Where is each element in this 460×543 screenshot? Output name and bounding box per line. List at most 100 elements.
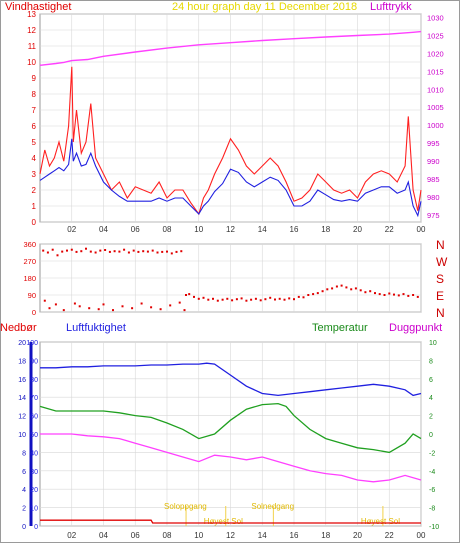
direction-point (159, 308, 162, 311)
wind-tick-label: 3 (32, 170, 37, 179)
direction-point (70, 248, 73, 251)
direction-point (127, 251, 130, 254)
direction-point (335, 285, 338, 288)
direction-point (132, 249, 135, 252)
direction-point (85, 247, 87, 250)
direction-point (312, 293, 315, 296)
wind-tick-label: 6 (32, 122, 37, 131)
direction-point (113, 250, 116, 253)
humidity-tick-label: 20 (30, 487, 38, 494)
wind-tick-label: 0 (32, 218, 37, 227)
direction-point (178, 301, 181, 304)
climate-grid (29, 341, 422, 527)
humidity-tick-label: 0 (34, 524, 38, 531)
hour-tick-label: 20 (353, 531, 362, 540)
direction-point (321, 290, 324, 293)
hour-tick-label: 18 (321, 531, 330, 540)
hour-tick-label: 00 (417, 225, 426, 234)
direction-point (235, 298, 238, 301)
direction-point (378, 293, 381, 296)
temperature-tick-label: -10 (429, 524, 439, 531)
direction-tick-label: 270 (23, 257, 36, 266)
direction-point (350, 288, 353, 291)
direction-point (231, 299, 234, 302)
direction-point (359, 289, 362, 292)
wind-direction-grid (39, 243, 422, 313)
temperature-tick-label: -2 (429, 450, 435, 457)
direction-point (278, 297, 281, 300)
direction-point (56, 254, 59, 257)
humidity-tick-label: 50 (30, 432, 38, 439)
left-axis-title: Vindhastighet (5, 1, 71, 13)
pressure-tick-label: 1000 (427, 121, 444, 130)
wind-tick-label: 9 (32, 74, 37, 83)
direction-point (99, 249, 102, 252)
pressure-tick-label: 1010 (427, 85, 444, 94)
direction-point (388, 292, 391, 295)
direction-point (73, 302, 76, 305)
wind-tick-label: 11 (28, 42, 37, 51)
direction-point (226, 297, 229, 300)
direction-point (369, 290, 372, 293)
hour-tick-label: 00 (417, 531, 426, 540)
direction-point (307, 294, 310, 296)
temperature-axis-title: Temperatur (312, 322, 368, 334)
hour-tick-label: 06 (131, 225, 140, 234)
direction-point (202, 296, 205, 299)
direction-point (146, 250, 149, 253)
compass-label: N (436, 238, 445, 252)
direction-point (61, 250, 64, 253)
precip-tick-label: 4 (22, 487, 26, 494)
wind-pressure-lines (39, 30, 422, 218)
hour-tick-label: 14 (258, 225, 267, 234)
hour-tick-label: 04 (99, 531, 108, 540)
direction-point (393, 293, 395, 296)
direction-point (197, 297, 200, 300)
direction-point (374, 292, 376, 295)
direction-point (156, 251, 159, 254)
chart-title: 24 hour graph day 11 December 2018 (172, 1, 357, 13)
pressure-tick-label: 1015 (427, 67, 444, 76)
direction-point (140, 302, 143, 305)
direction-point (216, 299, 219, 302)
direction-tick-label: 180 (23, 274, 36, 283)
precip-tick-label: 12 (18, 414, 26, 421)
direction-point (161, 250, 164, 253)
temperature-tick-label: 2 (429, 414, 433, 421)
compass-label: S (436, 272, 444, 286)
direction-point (123, 248, 126, 251)
direction-tick-label: 360 (23, 240, 36, 249)
direction-point (170, 252, 173, 255)
compass-label: N (436, 306, 445, 320)
direction-point (54, 303, 57, 306)
series-line-duggpunkt (40, 433, 422, 483)
direction-point (254, 297, 257, 300)
direction-point (137, 250, 140, 253)
wind-tick-label: 2 (32, 186, 37, 195)
wind-tick-label: 10 (27, 58, 36, 67)
humidity-tick-label: 60 (30, 414, 38, 421)
wind-tick-label: 7 (32, 106, 37, 115)
direction-point (193, 295, 195, 298)
sun-annotation-label: Høyest Sol (204, 517, 243, 526)
direction-point (142, 250, 145, 253)
precip-tick-label: 2 (22, 506, 26, 513)
pressure-tick-label: 990 (427, 157, 440, 166)
series-line-vindkast (39, 66, 422, 216)
direction-point (183, 309, 186, 312)
wind-tick-label: 8 (32, 90, 37, 99)
hour-tick-label: 16 (290, 225, 299, 234)
wind-pressure-axes: 0123456789101112139759809859909951000100… (27, 10, 444, 234)
compass-label: E (436, 289, 444, 303)
hour-tick-label: 02 (67, 225, 76, 234)
direction-point (175, 250, 178, 253)
temperature-tick-label: 8 (429, 358, 433, 365)
temperature-tick-label: -6 (429, 487, 435, 494)
direction-point (66, 249, 68, 252)
direction-point (283, 298, 286, 301)
direction-point (80, 250, 83, 253)
direction-point (250, 298, 253, 301)
direction-point (207, 298, 210, 301)
pressure-tick-label: 995 (427, 139, 440, 148)
